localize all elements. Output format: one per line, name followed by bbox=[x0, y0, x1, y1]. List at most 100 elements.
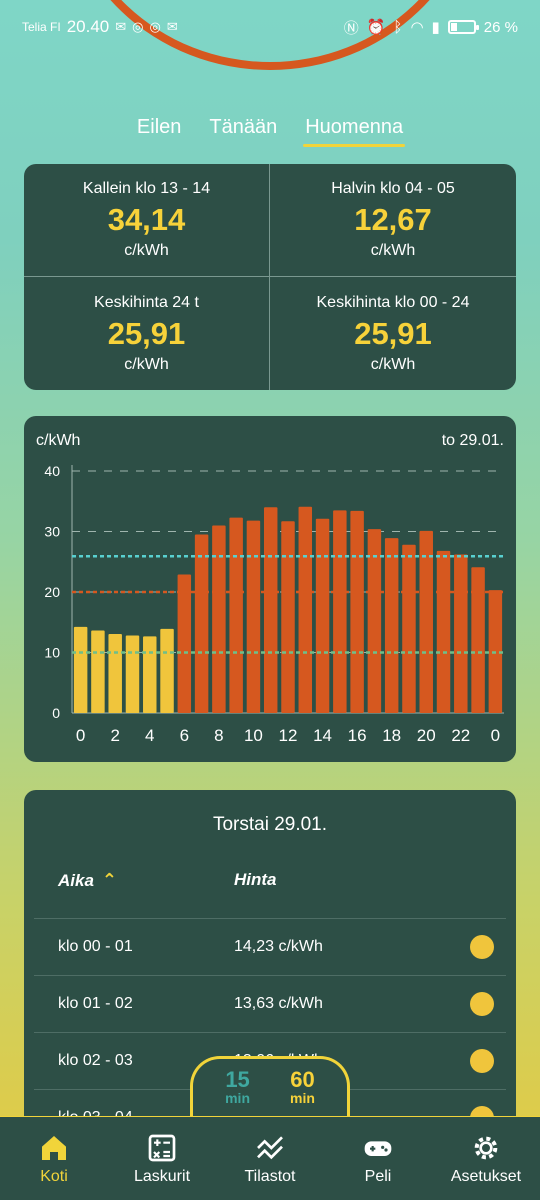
battery-icon bbox=[447, 20, 479, 34]
nav-label: Peli bbox=[364, 1167, 392, 1185]
tab-yesterday[interactable]: Eilen bbox=[136, 116, 182, 138]
price-bar bbox=[212, 525, 226, 713]
y-tick-label: 30 bbox=[44, 524, 60, 540]
stat-label: Keskihinta 24 t bbox=[94, 293, 199, 311]
price-bar bbox=[315, 518, 330, 713]
price-bar bbox=[454, 554, 468, 713]
x-tick-label: 4 bbox=[145, 726, 154, 745]
chart-unit-label: c/kWh bbox=[36, 432, 81, 449]
column-header-time: Aika bbox=[58, 870, 94, 890]
x-tick-label: 20 bbox=[417, 726, 436, 745]
price-summary-panel: Kallein klo 13 - 14 34,14 c/kWh Halvin k… bbox=[24, 164, 516, 390]
price-bar bbox=[367, 529, 382, 713]
interval-15-min-button[interactable]: 15 min bbox=[225, 1069, 250, 1128]
price-chart[interactable]: 0 10 20 30 40 0 2 4 6 8 10 12 14 16 18 20 22 0 bbox=[24, 416, 516, 762]
price-level-indicator bbox=[470, 1049, 494, 1073]
row-price: 13,63 c/kWh bbox=[234, 995, 323, 1012]
price-bar bbox=[108, 633, 122, 713]
nav-settings[interactable]: Asetukset bbox=[436, 1132, 536, 1186]
stat-unit: c/kWh bbox=[124, 242, 169, 259]
column-header-price[interactable]: Hinta bbox=[234, 870, 277, 889]
x-tick-label: 6 bbox=[180, 726, 189, 745]
nav-home[interactable]: Koti bbox=[4, 1132, 104, 1186]
x-tick-label: 14 bbox=[313, 726, 332, 745]
nfc-icon: Ⓝ bbox=[343, 19, 359, 37]
alarm-icon: ⏰ bbox=[366, 19, 386, 36]
carrier-label: Telia FI bbox=[22, 20, 61, 34]
stat-value: 12,67 bbox=[354, 202, 432, 237]
day-tabs: Eilen Tänään Huomenna bbox=[0, 112, 540, 147]
interval-15-number: 15 bbox=[225, 1067, 250, 1092]
stat-label: Halvin klo 04 - 05 bbox=[331, 180, 455, 197]
calculator-icon bbox=[148, 1134, 176, 1161]
nav-label: Tilastot bbox=[244, 1167, 296, 1185]
nav-statistics[interactable]: Tilastot bbox=[220, 1132, 320, 1186]
gamepad-icon bbox=[364, 1140, 392, 1156]
x-tick-label: 0 bbox=[491, 726, 500, 745]
row-time: klo 02 - 03 bbox=[58, 1052, 133, 1069]
price-bar bbox=[125, 635, 140, 713]
price-bar bbox=[471, 567, 485, 713]
nav-calculators[interactable]: Laskurit bbox=[112, 1132, 212, 1186]
price-level-indicator bbox=[470, 935, 494, 959]
mail-icon: ✉ bbox=[115, 19, 127, 34]
settings-icon bbox=[474, 1136, 498, 1159]
price-bar bbox=[263, 507, 278, 713]
price-bar bbox=[333, 510, 347, 713]
x-tick-label: 12 bbox=[279, 726, 298, 745]
stat-unit: c/kWh bbox=[370, 355, 416, 373]
y-tick-label: 20 bbox=[44, 584, 60, 600]
instagram-icon: ◎ bbox=[132, 19, 144, 34]
gmail-icon: ✉ bbox=[166, 19, 178, 34]
x-tick-label: 0 bbox=[76, 726, 85, 745]
price-bar bbox=[384, 538, 399, 713]
table-title: Torstai 29.01. bbox=[212, 814, 328, 835]
stat-most-expensive: Kallein klo 13 - 14 34,14 c/kWh bbox=[24, 164, 270, 277]
clock: 20.40 bbox=[66, 17, 110, 36]
interval-15-unit: min bbox=[225, 1090, 250, 1106]
price-bar bbox=[143, 636, 157, 713]
price-bar bbox=[419, 530, 433, 713]
price-bar bbox=[281, 521, 295, 713]
stats-icon bbox=[257, 1135, 283, 1159]
y-tick-label: 40 bbox=[44, 463, 60, 479]
chart-date-label: to 29.01. bbox=[441, 432, 504, 449]
tab-today[interactable]: Tänään bbox=[209, 116, 278, 138]
x-tick-label: 8 bbox=[214, 726, 223, 745]
status-bar: Telia FI 20.40 ✉ ◎ ◎ ✉ Ⓝ ⏰ ᛒ ◠ ▮ 26 % bbox=[0, 0, 540, 54]
sort-by-time-header[interactable]: Aika ⌃ bbox=[58, 870, 117, 891]
table-row[interactable]: klo 00 - 01 14,23 c/kWh bbox=[34, 918, 506, 975]
x-tick-label: 22 bbox=[451, 726, 470, 745]
stat-cheapest: Halvin klo 04 - 05 12,67 c/kWh bbox=[270, 164, 516, 277]
price-bar bbox=[194, 534, 209, 713]
nav-game[interactable]: Peli bbox=[328, 1132, 428, 1186]
stat-value: 34,14 bbox=[107, 202, 186, 237]
y-tick-label: 0 bbox=[52, 705, 60, 721]
x-tick-label: 16 bbox=[348, 726, 367, 745]
table-row[interactable]: klo 01 - 02 13,63 c/kWh bbox=[34, 975, 506, 1032]
stat-value: 25,91 bbox=[107, 315, 186, 351]
home-icon bbox=[42, 1135, 66, 1160]
price-bar bbox=[177, 574, 192, 713]
stat-value: 25,91 bbox=[354, 315, 432, 351]
interval-60-unit: min bbox=[290, 1090, 315, 1106]
price-bar bbox=[160, 628, 174, 713]
price-bar bbox=[73, 626, 88, 713]
stat-label: Kallein klo 13 - 14 bbox=[82, 180, 211, 197]
price-bar bbox=[246, 520, 261, 713]
price-bar bbox=[229, 517, 243, 713]
interval-60-min-button[interactable]: 60 min bbox=[290, 1069, 315, 1128]
battery-percent: 26 % bbox=[483, 18, 518, 36]
row-time: klo 01 - 02 bbox=[58, 995, 133, 1012]
signal-icon: ▮ bbox=[431, 19, 440, 36]
stat-average-24h: Keskihinta 24 t 25,91 c/kWh bbox=[24, 277, 270, 390]
stat-unit: c/kWh bbox=[124, 355, 169, 373]
stat-unit: c/kWh bbox=[370, 242, 416, 259]
interval-60-number: 60 bbox=[290, 1067, 315, 1092]
row-price: 14,23 c/kWh bbox=[234, 938, 323, 955]
tab-tomorrow[interactable]: Huomenna bbox=[303, 112, 405, 147]
wifi-icon: ◠ bbox=[410, 19, 424, 36]
price-level-indicator bbox=[470, 992, 494, 1016]
chevron-up-icon: ⌃ bbox=[101, 870, 118, 890]
price-bar bbox=[350, 510, 364, 713]
